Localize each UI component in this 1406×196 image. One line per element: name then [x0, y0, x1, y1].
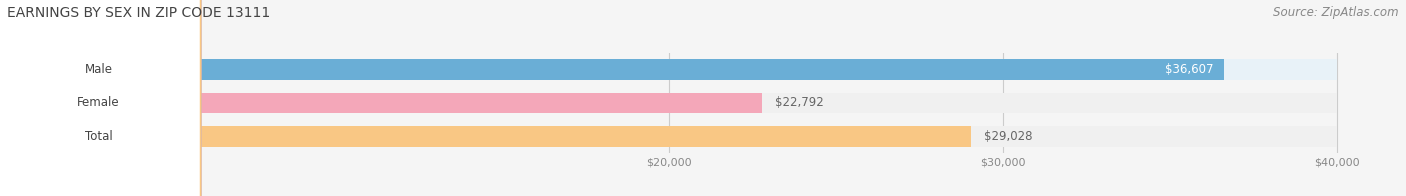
FancyBboxPatch shape [0, 0, 201, 196]
Bar [0, 126, 1337, 147]
Bar [0, 93, 1337, 113]
Text: $22,792: $22,792 [776, 96, 824, 109]
Bar [0, 93, 762, 113]
FancyBboxPatch shape [0, 0, 201, 196]
Text: Male: Male [84, 63, 112, 76]
Bar [0, 59, 1337, 80]
Bar [0, 126, 970, 147]
Text: EARNINGS BY SEX IN ZIP CODE 13111: EARNINGS BY SEX IN ZIP CODE 13111 [7, 6, 270, 20]
Text: $36,607: $36,607 [1166, 63, 1213, 76]
Text: $29,028: $29,028 [984, 130, 1032, 143]
Text: Total: Total [84, 130, 112, 143]
Text: Source: ZipAtlas.com: Source: ZipAtlas.com [1274, 6, 1399, 19]
Text: Female: Female [77, 96, 120, 109]
FancyBboxPatch shape [0, 0, 201, 196]
Bar [0, 59, 1225, 80]
